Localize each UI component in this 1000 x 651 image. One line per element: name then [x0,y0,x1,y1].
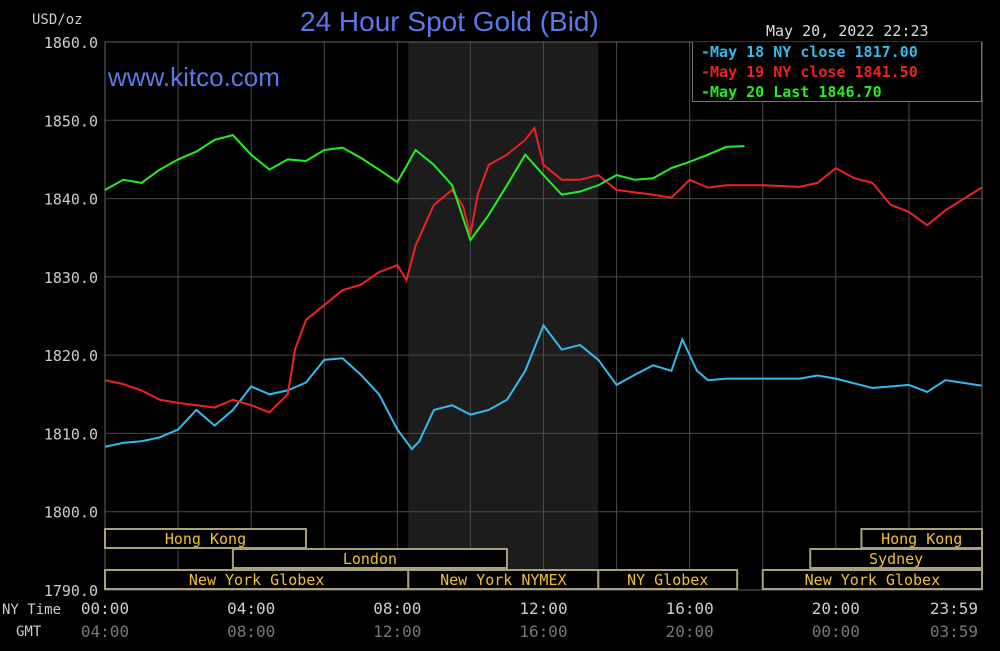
y-tick-label: 1830.0 [44,269,98,287]
chart-title: 24 Hour Spot Gold (Bid) [300,6,599,37]
x-tick-ny: 16:00 [666,599,714,618]
series-may-19 [104,125,983,414]
x-tick-gmt: 16:00 [519,622,567,641]
y-tick-label: 1800.0 [44,504,98,522]
legend: -May 18 NY close 1817.00 -May 19 NY clos… [692,42,982,102]
y-tick-label: 1850.0 [44,112,98,130]
session-label: Hong Kong [881,530,962,548]
session-label: Hong Kong [165,530,246,548]
session-label: London [343,550,397,568]
x-tick-gmt: 04:00 [81,622,129,641]
nymex-hours-shade [408,42,599,590]
session-bar [597,569,739,590]
x-tick-ny: 04:00 [227,599,275,618]
x-tick-gmt: 03:59 [930,622,978,641]
x-tick-gmt: 12:00 [373,622,421,641]
session-label: NY Globex [627,571,708,589]
y-tick-label: 1790.0 [44,582,98,600]
session-label: New York Globex [189,571,324,589]
x-row-label-gmt: GMT [16,624,42,640]
legend-may19: -May 19 NY close 1841.50 [701,63,918,81]
session-label: New York NYMEX [440,571,566,589]
y-tick-label: 1840.0 [44,191,98,209]
legend-may18: -May 18 NY close 1817.00 [701,43,918,61]
session-bar [231,548,508,569]
kitco-watermark: www.kitco.com [108,62,280,92]
x-tick-ny: 20:00 [812,599,860,618]
x-tick-ny: 12:00 [519,599,567,618]
series-may-18 [104,323,982,451]
session-bar [104,528,307,549]
y-tick-label: 1820.0 [44,347,98,365]
x-tick-gmt: 00:00 [812,622,860,641]
session-label: New York Globex [805,571,940,589]
datetime-stamp: May 20, 2022 22:23 [766,22,929,40]
session-bar [761,569,983,590]
x-tick-ny: 08:00 [373,599,421,618]
session-bar [809,548,983,569]
x-tick-ny: 23:59 [930,599,978,618]
x-row-label-ny: NY Time [2,602,61,618]
series-may-20 [104,134,745,243]
y-tick-label: 1860.0 [44,34,98,52]
session-label: Sydney [869,550,923,568]
x-tick-ny: 00:00 [81,599,129,618]
y-axis-unit: USD/oz [32,12,83,28]
x-tick-gmt: 20:00 [666,622,714,641]
legend-may20: -May 20 Last 1846.70 [701,83,882,101]
x-tick-gmt: 08:00 [227,622,275,641]
y-tick-label: 1810.0 [44,425,98,443]
